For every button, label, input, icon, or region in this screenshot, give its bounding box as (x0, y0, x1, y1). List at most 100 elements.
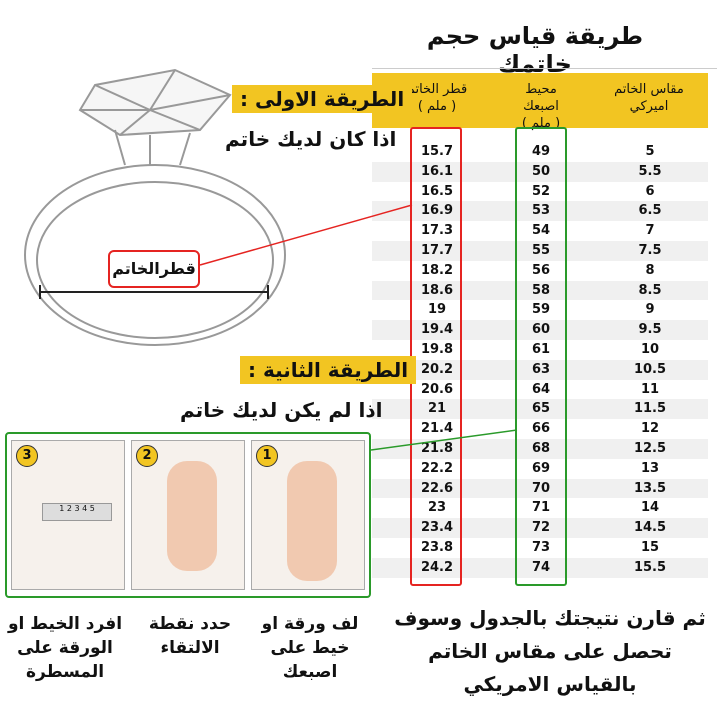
circumference-cell: 58 (531, 282, 551, 298)
circumference-cell: 59 (531, 302, 551, 318)
header-diameter-label: قطر الخاتم (406, 82, 468, 97)
circumference-cell: 73 (531, 540, 551, 555)
ruler-image: 1 2 3 4 5 (42, 503, 112, 521)
us-size-cell: 6 (645, 183, 655, 199)
table-row: 17.3 54 7 (372, 221, 708, 241)
diameter-cell: 21 (427, 401, 447, 417)
circumference-cell: 50 (531, 163, 551, 179)
us-size-cell: 6.5 (638, 203, 662, 219)
diameter-cell: 19.8 (420, 342, 454, 357)
us-size-cell: 11.5 (633, 401, 667, 417)
header-diameter: قطر الخاتم ( ملم ) (402, 81, 472, 115)
step-number: 2 (136, 445, 158, 467)
diameter-cell: 21.8 (420, 441, 454, 456)
table-row: 17.7 55 7.5 (372, 241, 708, 261)
circumference-cell: 64 (531, 381, 551, 397)
diameter-cell: 18.2 (420, 262, 454, 278)
table-row: 16.9 53 6.5 (372, 201, 708, 222)
us-size-cell: 12.5 (633, 441, 667, 456)
diameter-cell: 21.4 (420, 421, 454, 437)
us-size-cell: 11 (640, 381, 660, 397)
diameter-cell: 22.6 (420, 480, 454, 496)
us-size-cell: 15 (640, 540, 660, 555)
table-row: 23.8 73 15 (372, 538, 708, 558)
table-row: 22.2 69 13 (372, 458, 708, 479)
ring-illustration (24, 68, 286, 346)
us-size-cell: 7.5 (638, 243, 662, 258)
table-row: 20.2 63 10.5 (372, 359, 708, 380)
step-3-caption: افرد الخيط او الورقة على المسطرة (7, 614, 123, 682)
step-1-panel: 1 (251, 440, 365, 590)
circumference-cell: 68 (531, 441, 551, 456)
us-size-cell: 15.5 (633, 559, 667, 575)
table-row: 16.5 52 6 (372, 181, 708, 202)
diameter-cell: 17.3 (420, 223, 454, 239)
circumference-cell: 66 (531, 421, 551, 437)
page-title: طريقة قياس حجم خاتمك (426, 22, 644, 78)
circumference-cell: 54 (531, 223, 551, 239)
us-size-cell: 8.5 (638, 282, 662, 298)
circumference-cell: 70 (531, 480, 551, 496)
connector-lines (199, 204, 518, 451)
header-us-size: مقاس الخاتم اميركي (614, 81, 684, 115)
circumference-cell: 74 (531, 559, 551, 575)
circumference-cell: 69 (531, 460, 551, 476)
us-size-cell: 10.5 (633, 361, 667, 377)
table-row: 18.2 56 8 (372, 260, 708, 281)
us-size-cell: 9 (645, 302, 655, 318)
diameter-cell: 23 (427, 500, 447, 516)
circumference-cell: 52 (531, 183, 551, 199)
table-row: 22.6 70 13.5 (372, 478, 708, 499)
table-row: 23 71 14 (372, 498, 708, 519)
table-row: 19 59 9 (372, 300, 708, 321)
hand-image (167, 461, 217, 571)
diameter-cell: 16.1 (420, 163, 454, 179)
hand-image (287, 461, 337, 581)
header-us-size-label-2: اميركي (629, 99, 669, 114)
circumference-cell: 60 (531, 322, 551, 338)
us-size-cell: 8 (645, 262, 655, 278)
circumference-cell: 71 (531, 500, 551, 516)
conclusion-text: ثم قارن نتيجتك بالجدول وسوف تحصل على مقا… (394, 606, 706, 696)
step-number: 1 (256, 445, 278, 467)
us-size-cell: 5 (645, 144, 655, 159)
diameter-cell: 16.5 (420, 183, 454, 199)
circumference-cell: 56 (531, 262, 551, 278)
table-row: 24.2 74 15.5 (372, 557, 708, 578)
method1-label: الطريقة الاولى : (232, 85, 413, 113)
circumference-cell: 65 (531, 401, 551, 417)
table-row: 23.4 72 14.5 (372, 518, 708, 538)
diameter-cell: 15.7 (420, 144, 454, 159)
diameter-cell: 23.8 (420, 540, 454, 555)
table-row: 19.8 61 10 (372, 340, 708, 360)
circumference-cell: 53 (531, 203, 551, 219)
diameter-cell: 18.6 (420, 282, 454, 298)
diameter-cell: 19 (427, 302, 447, 318)
method1-text: اذا كان لديك خاتم (225, 127, 397, 151)
table-row: 15.7 49 5 (372, 142, 708, 162)
diameter-cell: 23.4 (420, 520, 454, 536)
circumference-cell: 49 (531, 144, 551, 159)
table-row: 16.1 50 5.5 (372, 161, 708, 182)
table-row: 21.4 66 12 (372, 419, 708, 439)
header-us-size-label: مقاس الخاتم (614, 82, 684, 97)
divider (372, 68, 717, 69)
diameter-cell: 19.4 (420, 322, 454, 338)
method2-text: اذا لم يكن لديك خاتم (180, 398, 383, 422)
us-size-cell: 7 (645, 223, 655, 239)
us-size-cell: 10 (640, 342, 660, 357)
header-circumference-label: محيط اصبعك (523, 82, 559, 114)
diameter-cell: 20.6 (420, 381, 454, 397)
table-row: 21 65 11.5 (372, 399, 708, 420)
diameter-cell: 17.7 (420, 243, 454, 258)
circumference-cell: 63 (531, 361, 551, 377)
circumference-column-highlight (515, 127, 567, 586)
diameter-cell: 16.9 (420, 203, 454, 219)
us-size-cell: 13 (640, 460, 660, 476)
green-connector (370, 429, 518, 451)
diameter-cell: 20.2 (420, 361, 454, 377)
step-1-caption: لف ورقة او خيط على اصبعك (261, 614, 359, 682)
diameter-cell: 24.2 (420, 559, 454, 575)
table-row: 20.6 64 11 (372, 379, 708, 400)
us-size-cell: 13.5 (633, 480, 667, 496)
